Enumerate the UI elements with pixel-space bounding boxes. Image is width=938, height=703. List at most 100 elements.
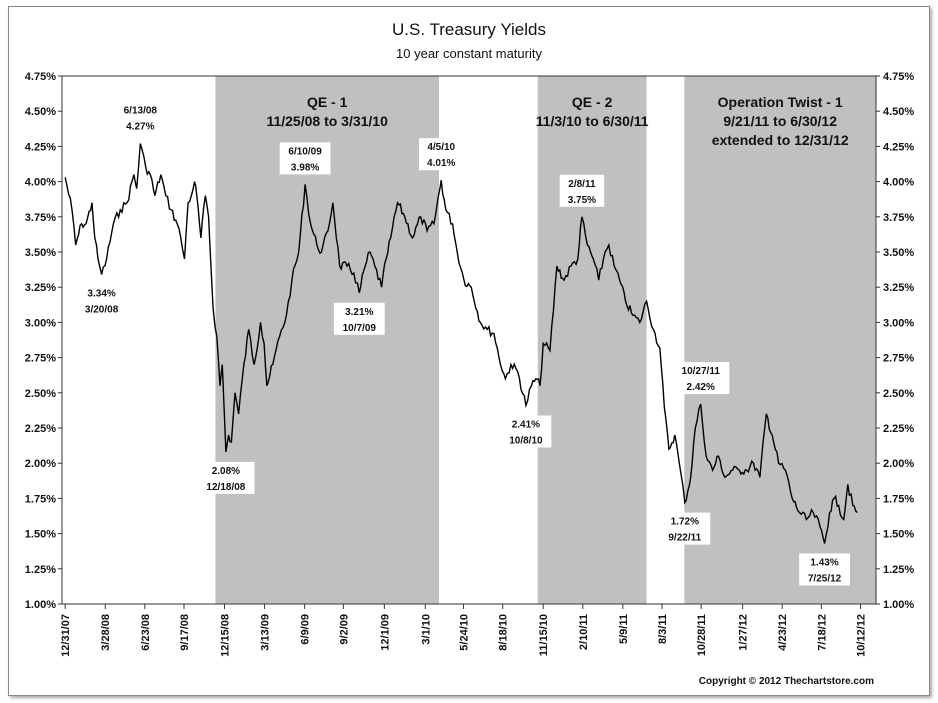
y-tick-label-right: 4.50% [883,106,914,118]
x-tick-label: 2/10/11 [578,614,590,650]
y-tick-label-left: 4.50% [25,106,56,118]
annotation-box [197,461,255,494]
x-tick-label: 5/9/11 [618,614,630,644]
x-tick-label: 4/23/12 [777,614,789,651]
y-tick-label-right: 3.00% [883,317,914,329]
chart-subtitle: 10 year constant maturity [396,46,542,61]
y-tick-label-left: 2.00% [25,458,56,470]
annotation-line: 12/18/08 [206,482,245,493]
y-tick-label-right: 2.75% [883,353,914,365]
x-tick-label: 8/18/10 [498,614,510,651]
annotation-line: 2.08% [212,466,240,477]
annotation-line: 3.75% [568,195,596,206]
y-tick-label-left: 1.75% [25,493,56,505]
annotation-line: 1.72% [671,517,699,528]
period-label-1-line-1: QE - 1 [307,94,348,110]
y-tick-label-left: 3.00% [25,317,56,329]
copyright-text: Copyright © 2012 Thechartstore.com [698,676,874,687]
period-label-2-line-1: QE - 2 [572,94,613,110]
y-tick-label-left: 2.25% [25,423,56,435]
y-tick-label-right: 1.50% [883,529,914,541]
annotation-line: 2.42% [687,382,715,393]
x-tick-label: 6/23/08 [140,614,152,651]
x-tick-label: 10/28/11 [696,614,708,656]
y-tick-label-left: 3.75% [25,212,56,224]
annotation-6: 4/5/10 4.01% [419,138,464,171]
x-tick-label: 3/1/10 [420,614,432,645]
annotation-4: 6/10/09 3.98% [279,142,331,175]
y-tick-label-right: 1.25% [883,564,914,576]
annotation-line: 2.41% [512,419,540,430]
y-tick-label-right: 1.00% [883,599,914,611]
plot-border [61,75,877,605]
shaded-period-2 [537,76,647,604]
annotation-line: 2/8/11 [568,179,596,190]
y-tick-label-left: 2.50% [25,388,56,400]
period-label-3-line-2: 9/21/11 to 6/30/12 [723,113,837,129]
y-tick-label-left: 1.25% [25,564,56,576]
x-tick-label: 12/15/08 [220,614,232,657]
annotation-box [659,512,711,545]
annotation-box [500,415,552,448]
y-tick-label-left: 1.50% [25,529,56,541]
annotation-line: 9/22/11 [668,533,701,544]
x-tick-label: 5/24/10 [459,614,471,651]
y-tick-label-left: 1.00% [25,599,56,611]
annotation-box [333,302,385,335]
annotation-box [672,362,730,395]
annotation-line: 4.27% [126,122,154,133]
y-tick-label-right: 4.25% [883,141,914,153]
annotation-3: 2.08% 12/18/08 [197,461,255,494]
yield-series-line [64,143,858,544]
annotation-1: 6/13/08 4.27% [114,101,166,134]
annotation-line: 3.21% [345,307,373,318]
period-label-3-line-1: Operation Twist - 1 [718,94,843,110]
annotation-box [76,284,128,317]
y-tick-label-right: 3.75% [883,212,914,224]
x-tick-label: 12/1/09 [379,614,391,651]
y-tick-label-right: 2.50% [883,388,914,400]
y-tick-label-right: 2.25% [883,423,914,435]
annotation-line: 6/10/09 [288,146,322,157]
x-tick-label: 1/27/12 [738,614,750,651]
annotation-line: 3/20/08 [85,305,119,316]
annotation-line: 10/8/10 [509,435,543,446]
x-tick-label: 3/13/09 [260,614,272,651]
y-tick-label-right: 4.75% [883,71,914,83]
x-tick-label: 12/31/07 [60,614,72,657]
annotation-7: 2.41% 10/8/10 [500,415,552,448]
y-tick-label-right: 4.00% [883,177,914,189]
y-tick-label-right: 3.25% [883,282,914,294]
y-tick-label-left: 4.00% [25,177,56,189]
y-tick-label-right: 1.75% [883,493,914,505]
period-label-1-line-2: 11/25/08 to 3/31/10 [266,113,388,129]
period-label-3-line-3: extended to 12/31/12 [712,132,849,148]
annotation-8: 2/8/11 3.75% [559,174,605,207]
y-tick-label-left: 3.50% [25,247,56,259]
x-tick-label: 9/2/09 [338,614,350,645]
annotation-line: 3.98% [291,162,319,173]
annotation-line: 3.34% [87,289,115,300]
x-tick-label: 9/17/08 [179,614,191,651]
x-tick-label: 7/18/12 [816,614,828,651]
annotation-11: 1.43% 7/25/12 [799,553,850,586]
annotation-5: 3.21% 10/7/09 [333,302,385,335]
x-tick-label: 8/3/11 [657,614,669,644]
y-tick-label-left: 4.25% [25,141,56,153]
annotation-box [279,142,331,175]
y-tick-label-left: 3.25% [25,282,56,294]
annotation-line: 4/5/10 [427,142,455,153]
shaded-period-3 [684,76,876,604]
annotation-box [419,138,464,171]
annotation-9: 10/27/11 2.42% [672,362,730,395]
annotation-10: 1.72% 9/22/11 [659,512,711,545]
annotation-box [559,174,605,207]
y-tick-label-right: 3.50% [883,247,914,259]
y-tick-label-right: 2.00% [883,458,914,470]
annotation-line: 10/27/11 [682,366,721,377]
annotation-2: 3.34% 3/20/08 [76,284,128,317]
annotation-line: 6/13/08 [124,106,158,117]
period-label-2-line-2: 11/3/10 to 6/30/11 [536,113,649,129]
y-tick-label-left: 4.75% [25,71,56,83]
y-tick-label-left: 2.75% [25,353,56,365]
